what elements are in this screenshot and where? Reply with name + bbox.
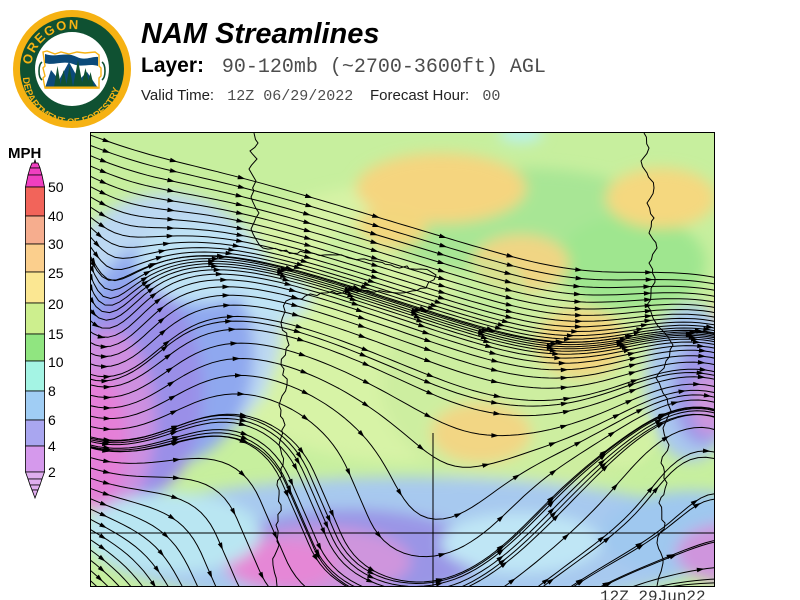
svg-text:4: 4	[48, 438, 56, 454]
svg-text:2: 2	[48, 464, 56, 480]
svg-text:40: 40	[48, 208, 64, 224]
svg-text:8: 8	[48, 383, 56, 399]
svg-text:6: 6	[48, 412, 56, 428]
svg-text:25: 25	[48, 265, 64, 281]
svg-text:MPH: MPH	[8, 145, 41, 162]
svg-text:10: 10	[48, 354, 64, 370]
svg-text:50: 50	[48, 179, 64, 195]
svg-text:15: 15	[48, 326, 64, 342]
svg-text:20: 20	[48, 296, 64, 312]
svg-text:30: 30	[48, 236, 64, 252]
